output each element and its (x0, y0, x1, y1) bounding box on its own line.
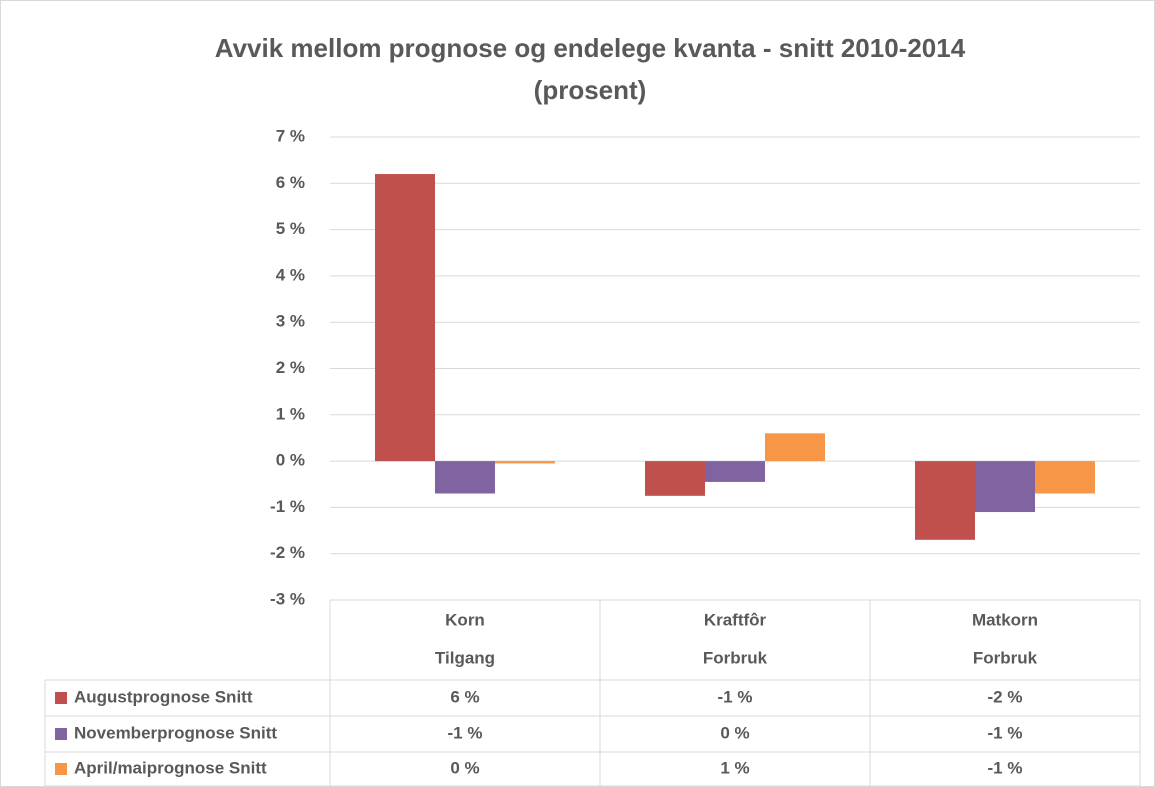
bar (435, 461, 495, 494)
x-tick-label: Forbruk (973, 648, 1038, 667)
table-value: 1 % (720, 758, 749, 777)
table-value: -1 % (988, 758, 1023, 777)
bar (645, 461, 705, 496)
y-tick-label: -2 % (270, 543, 305, 562)
y-tick-label: 6 % (276, 173, 305, 192)
legend-label: Augustprognose Snitt (74, 687, 253, 706)
y-tick-label: 3 % (276, 312, 305, 331)
x-tick-label: Kraftfôr (704, 610, 767, 629)
x-tick-label: Forbruk (703, 648, 768, 667)
bar (975, 461, 1035, 513)
x-tick-label: Tilgang (435, 648, 495, 667)
y-tick-label: 5 % (276, 219, 305, 238)
y-tick-label: 1 % (276, 404, 305, 423)
x-tick-label: Matkorn (972, 610, 1038, 629)
chart-title: Avvik mellom prognose og endelege kvanta… (215, 33, 966, 63)
bar (915, 461, 975, 540)
table-value: -2 % (988, 687, 1023, 706)
y-tick-label: 7 % (276, 126, 305, 145)
table-value: 6 % (450, 687, 479, 706)
table-value: -1 % (448, 723, 483, 742)
y-tick-label: 2 % (276, 358, 305, 377)
legend-swatch (55, 692, 67, 704)
bar (705, 461, 765, 482)
legend-label: April/maiprognose Snitt (74, 758, 267, 777)
chart-title: (prosent) (534, 75, 647, 105)
y-tick-label: 4 % (276, 265, 305, 284)
legend-label: Novemberprognose Snitt (74, 723, 277, 742)
bar (1035, 461, 1095, 494)
y-tick-label: 0 % (276, 451, 305, 470)
table-value: 0 % (720, 723, 749, 742)
table-value: -1 % (988, 723, 1023, 742)
y-tick-label: -1 % (270, 497, 305, 516)
legend-swatch (55, 763, 67, 775)
bar (765, 433, 825, 462)
table-value: 0 % (450, 758, 479, 777)
bar (375, 174, 435, 462)
table-value: -1 % (718, 687, 753, 706)
bar (495, 461, 555, 464)
legend-swatch (55, 728, 67, 740)
y-tick-label: -3 % (270, 589, 305, 608)
x-tick-label: Korn (445, 610, 485, 629)
